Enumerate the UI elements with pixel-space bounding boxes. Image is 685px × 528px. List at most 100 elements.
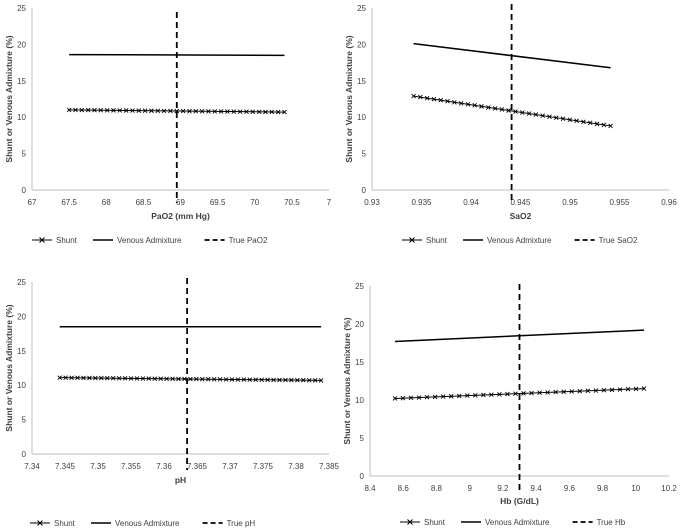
y-tick-label: 20	[357, 40, 366, 49]
shunt-marker	[456, 393, 462, 399]
shunt-marker	[174, 108, 180, 114]
shunt-marker	[547, 114, 552, 119]
legend-label: True SaO2	[599, 236, 638, 245]
shunt-marker	[300, 377, 306, 383]
shunt-marker	[465, 102, 471, 107]
y-tick-label: 25	[17, 278, 26, 287]
x-tick-label: 7.365	[187, 462, 208, 471]
shunt-marker	[110, 375, 116, 381]
shunt-marker	[472, 103, 478, 108]
legend-label: Shunt	[424, 518, 446, 527]
shunt-marker	[289, 377, 294, 383]
x-tick-label: 67.5	[61, 198, 77, 207]
shunt-marker	[111, 108, 116, 113]
shunt-marker	[505, 391, 510, 397]
y-tick-label: 5	[360, 434, 365, 443]
shunt-marker	[424, 95, 430, 101]
shunt-marker	[440, 394, 446, 399]
shunt-marker	[104, 375, 110, 381]
shunt-marker	[117, 108, 123, 113]
y-tick-label: 15	[357, 77, 366, 86]
y-tick-label: 25	[355, 282, 364, 291]
shunt-marker	[408, 395, 414, 401]
legend-label: Shunt	[56, 236, 78, 245]
shunt-marker	[193, 108, 199, 114]
shunt-marker	[93, 375, 98, 381]
y-tick-label: 10	[357, 113, 366, 122]
shunt-marker	[69, 375, 74, 381]
shunt-marker	[271, 377, 276, 383]
y-tick-label: 0	[360, 472, 365, 481]
x-tick-label: 9.6	[564, 484, 576, 493]
shunt-marker	[263, 109, 268, 115]
shunt-marker	[561, 389, 567, 395]
y-axis-label: Shunt or Venous Admixture (%)	[342, 317, 352, 444]
y-tick-label: 10	[17, 381, 26, 390]
y-tick-label: 10	[355, 396, 364, 405]
shunt-marker	[73, 107, 78, 113]
shunt-marker	[85, 107, 91, 113]
shunt-marker	[66, 107, 72, 113]
x-tick-label: 7.375	[253, 462, 274, 471]
shunt-marker	[256, 109, 262, 115]
legend-label: Venous Admixture	[485, 518, 550, 527]
x-tick-label: 7	[327, 198, 332, 207]
shunt-marker	[418, 94, 423, 100]
shunt-marker	[312, 378, 318, 383]
shunt-marker	[142, 108, 148, 114]
x-axis-label: pH	[175, 475, 186, 485]
shunt-marker	[253, 377, 259, 383]
y-tick-label: 25	[357, 4, 366, 13]
x-tick-label: 69	[176, 198, 185, 207]
shunt-marker	[176, 376, 181, 382]
shunt-marker	[75, 375, 80, 381]
shunt-marker	[499, 107, 505, 112]
shunt-marker	[146, 376, 152, 381]
legend-label: Shunt	[426, 236, 448, 245]
x-tick-label: 0.93	[364, 198, 380, 207]
shunt-line	[394, 388, 645, 399]
y-tick-label: 15	[355, 358, 364, 367]
x-tick-label: 7.35	[90, 462, 106, 471]
x-tick-label: 70	[250, 198, 259, 207]
shunt-marker	[217, 377, 223, 382]
y-tick-label: 20	[355, 320, 364, 329]
shunt-marker	[283, 377, 288, 383]
y-tick-label: 10	[17, 113, 26, 122]
shunt-marker	[609, 387, 615, 393]
chart-sao2: 0 5 10 15 20 25 0.93 0.935 0.94 0.945 0.95 0.955 0.9…	[344, 4, 677, 245]
shunt-marker	[104, 107, 110, 113]
shunt-marker	[295, 377, 300, 383]
shunt-line	[413, 95, 611, 127]
shunt-marker	[416, 395, 422, 400]
shunt-marker	[98, 107, 104, 113]
x-tick-label: 8.8	[431, 484, 443, 493]
shunt-marker	[282, 109, 287, 115]
shunt-marker	[218, 109, 224, 114]
shunt-marker	[136, 108, 142, 113]
shunt-marker	[158, 376, 164, 382]
legend-label: True Hb	[597, 518, 626, 527]
shunt-marker	[545, 390, 550, 395]
shunt-marker	[458, 100, 464, 106]
shunt-marker	[594, 121, 600, 127]
shunt-marker	[574, 118, 579, 124]
x-tick-label: 0.955	[609, 198, 630, 207]
shunt-marker	[63, 375, 68, 381]
x-tick-label: 0.935	[411, 198, 432, 207]
shunt-marker	[170, 376, 175, 382]
shunt-marker	[587, 120, 593, 126]
shunt-marker	[123, 108, 129, 113]
shunt-marker	[155, 108, 161, 114]
x-tick-label: 10.2	[661, 484, 677, 493]
x-tick-label: 7.38	[288, 462, 304, 471]
y-tick-label: 25	[17, 4, 26, 13]
x-tick-label: 8.6	[398, 484, 410, 493]
shunt-marker	[149, 108, 154, 114]
y-tick-label: 15	[17, 347, 26, 356]
shunt-marker	[140, 376, 146, 381]
shunt-marker	[464, 393, 470, 398]
shunt-marker	[513, 391, 518, 397]
shunt-marker	[237, 109, 243, 114]
shunt-marker	[492, 106, 498, 111]
